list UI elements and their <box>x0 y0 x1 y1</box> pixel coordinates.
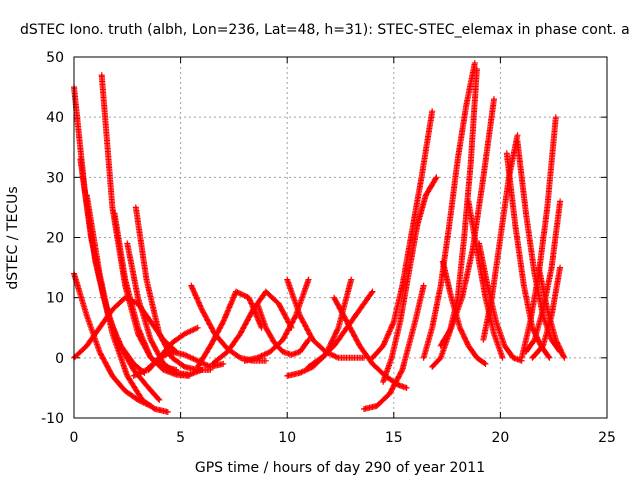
series-32 <box>518 114 559 361</box>
x-tick-labels: 0 5 10 15 20 25 <box>70 430 616 446</box>
series-markers <box>209 288 295 367</box>
series-21 <box>369 108 436 361</box>
series-8 <box>132 204 214 373</box>
series-markers <box>305 288 376 370</box>
series-22 <box>380 174 440 385</box>
y-tick-label: 20 <box>46 231 64 247</box>
series-markers <box>369 108 436 361</box>
y-axis-label: dSTEC / TECUs <box>5 186 21 289</box>
series-markers <box>518 114 559 361</box>
y-tick-label: 40 <box>46 110 64 126</box>
series-markers <box>124 240 205 378</box>
series-markers <box>111 210 193 379</box>
series-10 <box>145 348 227 373</box>
y-tick-label: 50 <box>46 50 64 66</box>
series-markers <box>361 282 427 412</box>
series-18 <box>305 288 376 370</box>
series-15 <box>241 276 312 364</box>
series-12 <box>194 288 265 370</box>
series-markers <box>241 276 312 364</box>
series-24 <box>420 60 478 361</box>
x-tick-label: 15 <box>385 430 403 446</box>
series-markers <box>132 204 214 373</box>
plot-frame <box>73 56 608 419</box>
series-16 <box>284 276 367 361</box>
series-17 <box>284 276 355 379</box>
series-14 <box>254 300 312 358</box>
y-tick-label: 30 <box>46 170 64 186</box>
series-markers <box>254 300 312 358</box>
series-markers <box>194 288 265 370</box>
x-tick-label: 20 <box>491 430 509 446</box>
data-points <box>71 60 568 415</box>
series-markers <box>420 60 478 361</box>
series-markers <box>284 276 367 361</box>
y-tick-label: 10 <box>46 291 64 307</box>
x-axis-label: GPS time / hours of day 290 of year 2011 <box>195 460 485 476</box>
series-13 <box>209 288 295 367</box>
y-tick-labels: -10 0 10 20 30 40 50 <box>41 50 64 427</box>
x-tick-label: 0 <box>70 430 79 446</box>
series-6 <box>111 210 193 379</box>
series-35 <box>529 264 564 361</box>
y-tick-label: 0 <box>55 351 64 367</box>
series-20 <box>361 282 427 412</box>
x-tick-label: 5 <box>176 430 185 446</box>
x-tick-label: 25 <box>598 430 616 446</box>
y-tick-label: -10 <box>41 411 64 427</box>
series-markers <box>529 264 564 361</box>
chart-title: dSTEC Iono. truth (albh, Lon=236, Lat=48… <box>20 22 630 38</box>
series-markers <box>380 174 440 385</box>
x-tick-label: 10 <box>278 430 296 446</box>
series-markers <box>284 276 355 379</box>
series-markers <box>439 258 489 367</box>
series-27 <box>439 258 489 367</box>
series-7 <box>124 240 205 378</box>
series-markers <box>145 348 227 373</box>
